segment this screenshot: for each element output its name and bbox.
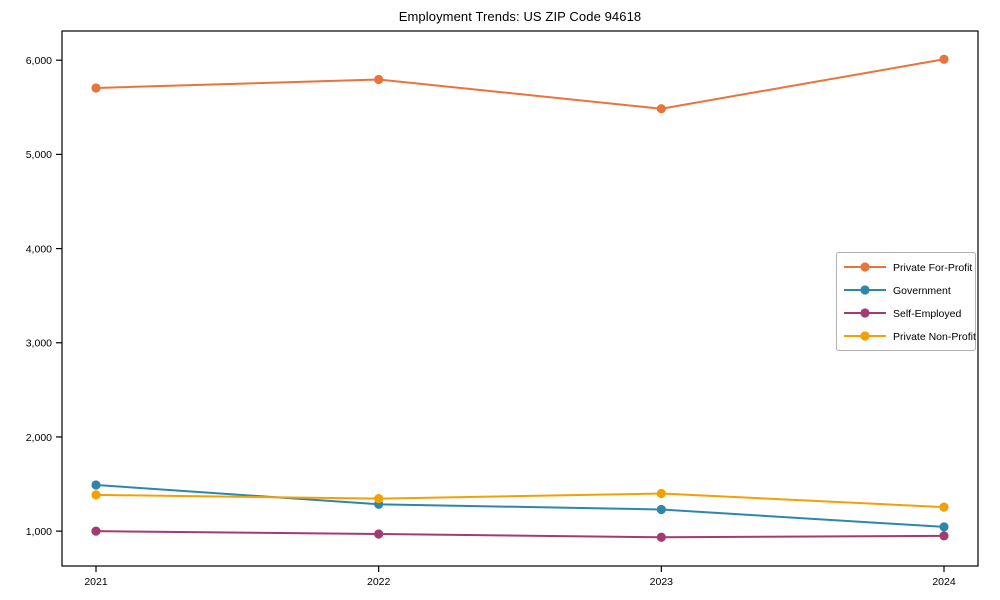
data-point-self-employed (91, 526, 101, 536)
legend-label-private-for-profit: Private For-Profit (893, 262, 972, 274)
legend-marker-private-for-profit (860, 262, 870, 272)
data-point-self-employed (656, 532, 666, 542)
data-point-government (91, 480, 101, 490)
data-point-private-non-profit (656, 488, 666, 499)
y-axis-tick-label: 1,000 (26, 526, 52, 538)
x-axis-tick-label: 2022 (367, 576, 391, 588)
data-point-private-for-profit (939, 54, 949, 64)
series-line-private-for-profit (95, 58, 945, 110)
legend-label-self-employed: Self-Employed (893, 308, 961, 320)
data-point-private-for-profit (91, 83, 101, 93)
data-point-private-for-profit (656, 104, 666, 114)
series-line-government (95, 483, 945, 528)
data-point-self-employed (939, 531, 949, 541)
data-point-private-non-profit (939, 502, 949, 512)
legend-label-government: Government (893, 285, 951, 297)
legend-marker-self-employed (860, 308, 870, 318)
x-axis-tick-label: 2024 (932, 576, 956, 588)
legend-label-private-non-profit: Private Non-Profit (893, 331, 976, 343)
series-line-private-non-profit (95, 492, 945, 509)
y-axis-tick-label: 2,000 (26, 432, 52, 444)
axes-box (61, 30, 979, 567)
y-axis-tick-label: 5,000 (26, 149, 52, 161)
data-point-private-non-profit (91, 490, 101, 500)
legend-marker-government (860, 285, 870, 295)
y-axis-tick-label: 4,000 (26, 243, 52, 255)
chart-title: Employment Trends: US ZIP Code 94618 (398, 9, 642, 24)
data-point-self-employed (374, 529, 384, 539)
y-axis-tick-label: 6,000 (26, 55, 52, 67)
y-axis-tick-label: 3,000 (26, 338, 52, 350)
data-point-government (656, 504, 666, 515)
data-point-government (939, 522, 949, 532)
legend (836, 252, 976, 351)
legend-marker-private-non-profit (860, 331, 870, 341)
x-axis-tick-label: 2021 (84, 576, 108, 588)
series-line-self-employed (95, 530, 945, 539)
data-point-private-for-profit (374, 74, 384, 85)
data-point-private-non-profit (374, 494, 384, 504)
x-axis-tick-label: 2023 (650, 576, 674, 588)
